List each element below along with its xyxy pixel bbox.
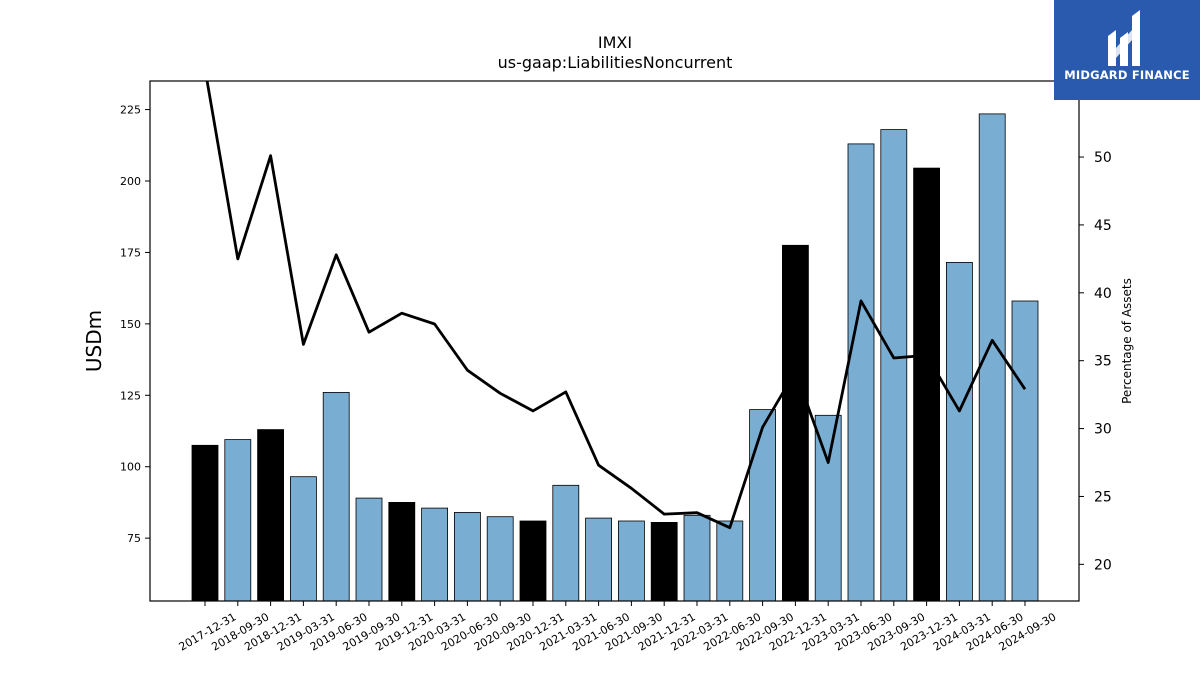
- bar: [716, 520, 744, 602]
- bar: [782, 244, 809, 602]
- bar: [847, 143, 875, 602]
- y2-tick-label: 20: [1094, 557, 1112, 573]
- y-tick-label: 175: [120, 246, 141, 259]
- y2-tick-label: 40: [1094, 286, 1112, 302]
- bar: [355, 497, 383, 602]
- bar: [224, 439, 252, 602]
- midgard-logo-icon: [1108, 10, 1140, 66]
- bar: [486, 516, 514, 602]
- bar: [322, 391, 350, 602]
- y2-tick-label: 30: [1094, 422, 1112, 438]
- logo-text: MIDGARD FINANCE: [1064, 68, 1190, 82]
- y2-tick-label: 35: [1094, 354, 1112, 370]
- chart-title: IMXI: [598, 33, 632, 52]
- bar: [749, 409, 776, 602]
- plot-frame: [149, 80, 1080, 602]
- y2-tick-label: 25: [1094, 489, 1112, 505]
- y2-axis-label: Percentage of Assets: [1120, 278, 1134, 404]
- bar: [257, 429, 285, 602]
- y-tick-label: 75: [127, 532, 141, 545]
- y-tick-label: 100: [120, 461, 141, 474]
- chart-subtitle: us-gaap:LiabilitiesNoncurrent: [498, 53, 733, 72]
- bar: [880, 129, 908, 602]
- line-series: [205, 81, 1027, 530]
- bar: [552, 484, 580, 602]
- bar: [388, 501, 416, 602]
- y-tick-label: 125: [120, 389, 141, 402]
- bar: [683, 514, 711, 602]
- bar: [453, 512, 481, 602]
- bar: [1011, 300, 1039, 602]
- bar: [519, 520, 547, 602]
- bar: [191, 444, 219, 602]
- y2-tick-label: 50: [1094, 150, 1112, 166]
- y-tick-label: 150: [120, 318, 141, 331]
- bar: [650, 522, 678, 602]
- bar: [913, 167, 940, 602]
- y-tick-label: 225: [120, 104, 141, 117]
- bar: [618, 520, 645, 602]
- bar: [585, 517, 612, 602]
- line-path: [205, 81, 1027, 530]
- bar: [946, 261, 973, 602]
- y2-tick-label: 45: [1094, 218, 1112, 234]
- y-axis-label: USDm: [82, 310, 106, 372]
- y-tick-label: 200: [120, 175, 141, 188]
- bar: [814, 414, 842, 602]
- bar: [289, 476, 317, 602]
- logo: MIDGARD FINANCE: [1054, 0, 1200, 100]
- bar: [421, 507, 449, 602]
